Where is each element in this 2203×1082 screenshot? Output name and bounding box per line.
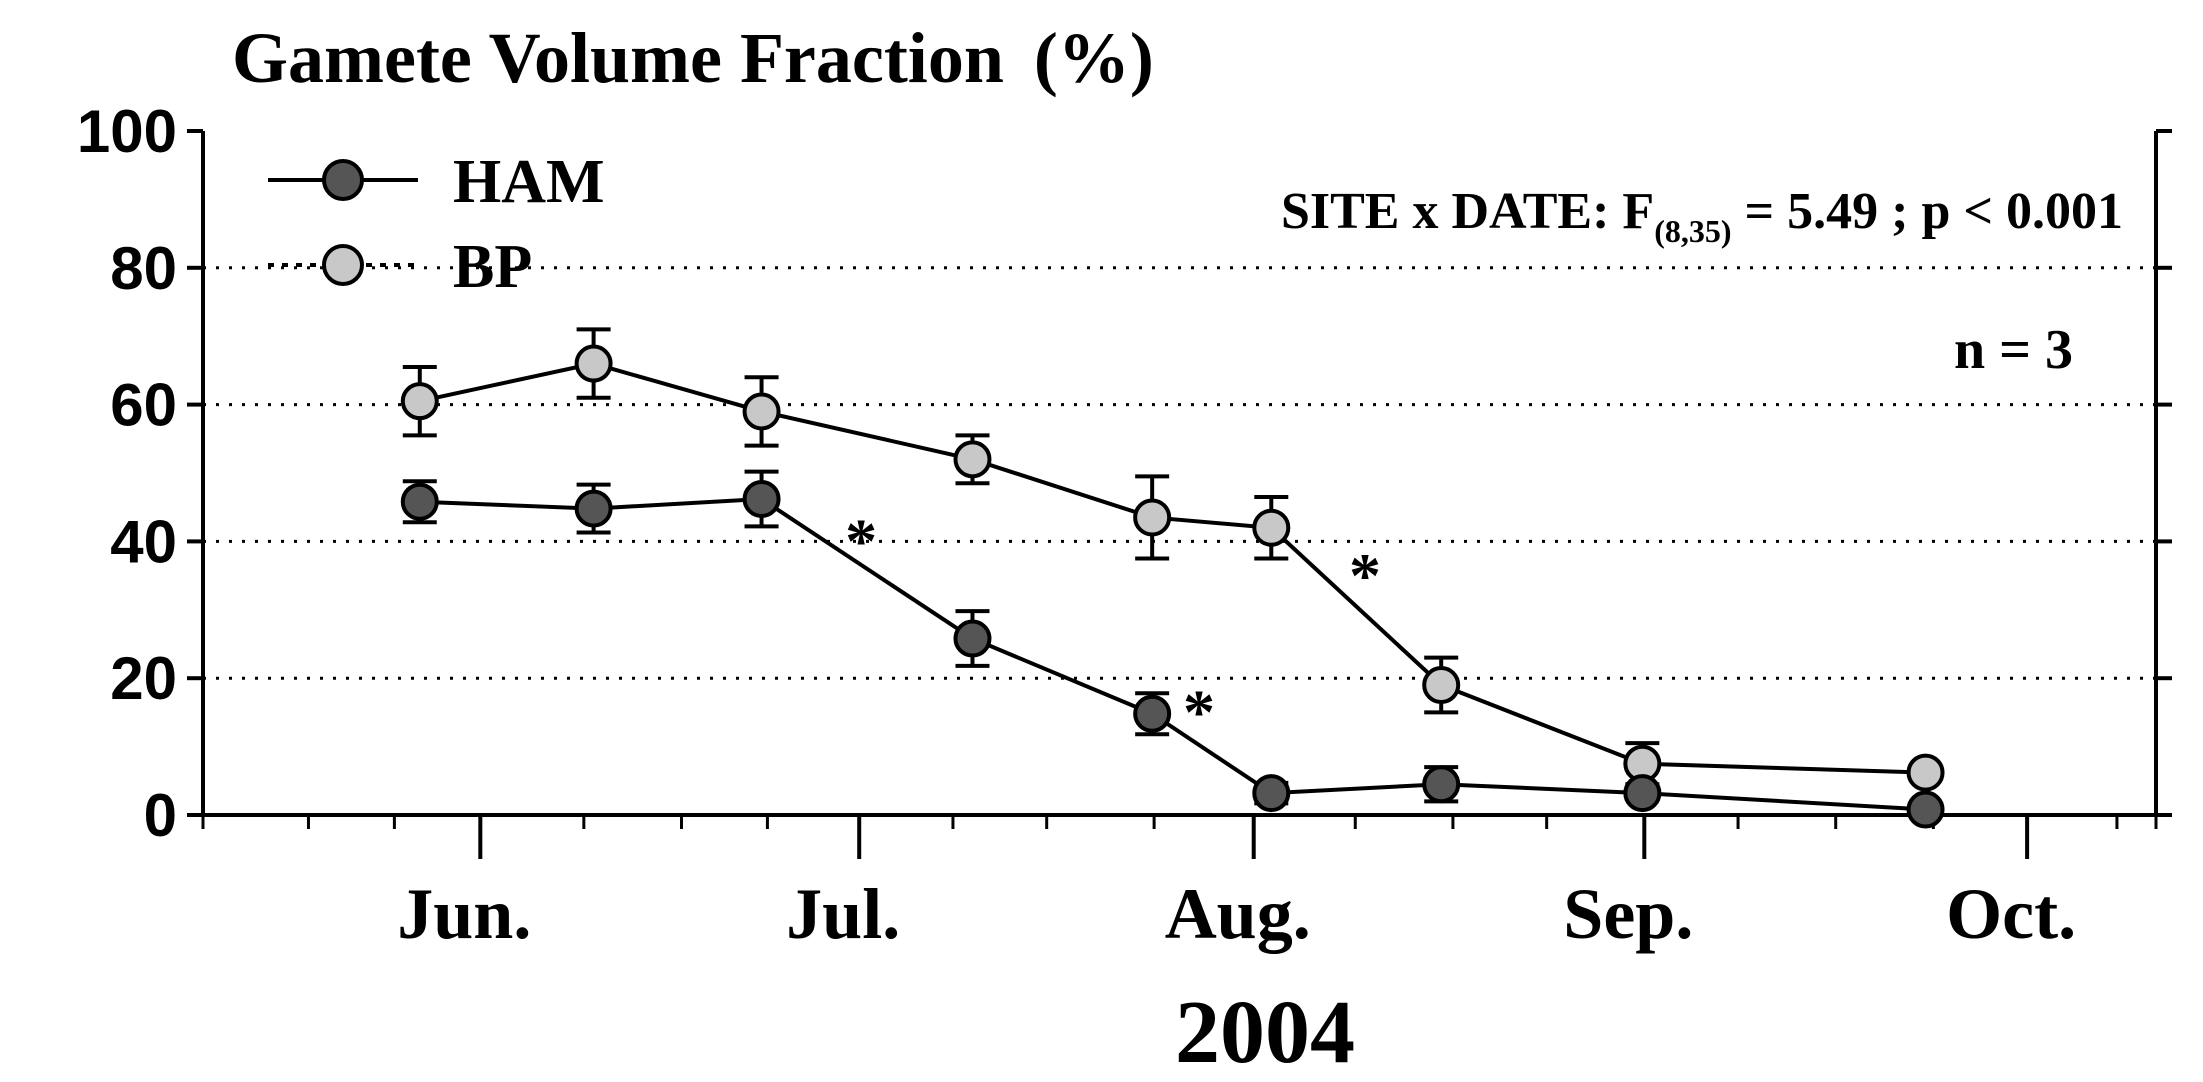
data-point-BP-5	[1252, 508, 1291, 547]
x-tick-label-Jul.: Jul.	[786, 874, 900, 954]
y-tick-label-80: 80	[110, 235, 177, 302]
data-point-HAM-1	[574, 489, 613, 528]
n-annotation: n = 3	[1954, 319, 2073, 381]
stat-suffix: = 5.49 ; p < 0.001	[1732, 183, 2124, 240]
chart-title-unit: (%)	[1034, 18, 1154, 98]
data-point-BP-1	[574, 344, 613, 383]
legend-marker-bp	[322, 244, 364, 286]
plot-frame	[201, 131, 2158, 817]
data-point-BP-2	[742, 392, 781, 431]
data-point-BP-4	[1133, 498, 1172, 537]
data-point-HAM-4	[1133, 694, 1172, 733]
legend-marker-ham	[322, 159, 364, 201]
stat-subscript: (8,35)	[1654, 213, 1731, 249]
data-point-BP-8	[1906, 753, 1945, 792]
x-tick-label-Oct.: Oct.	[1946, 874, 2076, 954]
series-BP	[400, 327, 1945, 792]
x-tick-label-Jun.: Jun.	[397, 874, 531, 954]
data-point-HAM-5	[1252, 774, 1291, 813]
y-tick-label-0: 0	[144, 782, 177, 849]
y-tick-label-20: 20	[110, 645, 177, 712]
chart-title-main: Gamete Volume Fraction	[232, 18, 1004, 98]
data-point-BP-3	[953, 440, 992, 479]
legend-label-ham: HAM	[453, 148, 605, 216]
stat-prefix: SITE x DATE: F	[1281, 183, 1654, 240]
data-point-HAM-6	[1422, 765, 1461, 804]
legend-label-bp: BP	[453, 233, 532, 301]
legend: HAM BP	[268, 148, 605, 301]
significance-star-1: *	[1183, 677, 1215, 748]
chart-title: Gamete Volume Fraction (%)	[232, 18, 1154, 98]
data-point-HAM-0	[400, 482, 439, 521]
y-ticks: 0 20 40 60 80 100	[77, 98, 2172, 849]
x-ticks: Jun. Jul. Aug. Sep. Oct.	[201, 815, 2158, 954]
x-tick-label-Aug.: Aug.	[1165, 874, 1311, 954]
series-line-BP	[419, 361, 1926, 775]
stat-annotation: SITE x DATE: F(8,35) = 5.49 ; p < 0.001	[1281, 183, 2123, 249]
data-point-BP-0	[400, 382, 439, 421]
y-tick-label-40: 40	[110, 508, 177, 575]
significance-star-0: *	[845, 506, 877, 577]
x-axis-label: 2004	[1175, 983, 1355, 1082]
gridlines	[203, 266, 2156, 680]
data-point-HAM-3	[953, 619, 992, 658]
data-point-HAM-7	[1623, 774, 1662, 813]
series-line-HAM	[419, 496, 1926, 812]
y-tick-label-100: 100	[77, 98, 177, 165]
data-point-HAM-8	[1906, 790, 1945, 829]
significance-markers: * * *	[845, 506, 1381, 748]
significance-star-2: *	[1349, 540, 1381, 611]
y-tick-label-60: 60	[110, 372, 177, 439]
data-point-BP-6	[1422, 666, 1461, 705]
data-point-HAM-2	[742, 479, 781, 518]
series-HAM	[400, 469, 1945, 829]
series-layer	[400, 327, 1945, 829]
x-tick-label-Sep.: Sep.	[1563, 874, 1693, 954]
